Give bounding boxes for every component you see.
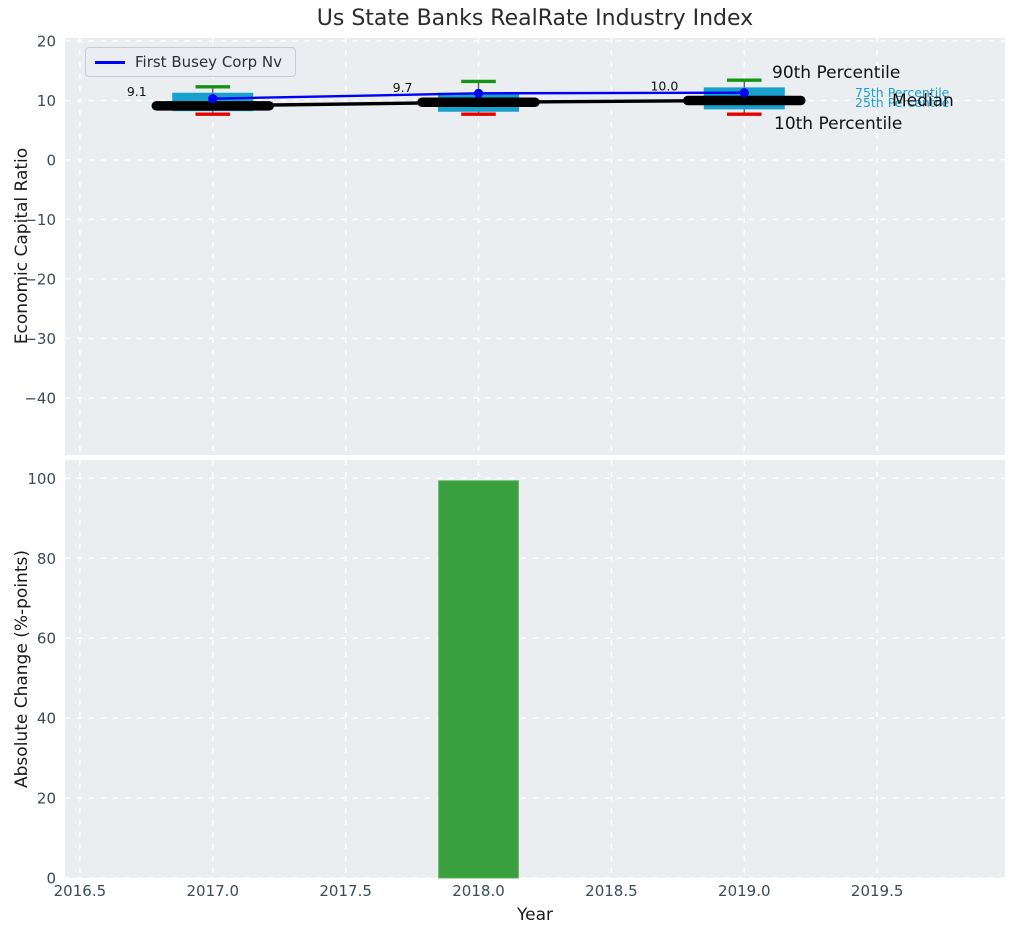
bar-canvas: 0 20 40 60 80 100 2016.5 2017.0 2017.5 2018.0 2018… [27,460,1005,900]
y-tick-label: 0 [46,151,56,169]
y-tick-label: −20 [24,270,56,288]
x-tick-label: 2018.0 [452,882,505,900]
median-value-label: 10.0 [650,78,678,93]
y-tick-label: 20 [37,32,56,50]
x-tick-label: 2019.0 [718,882,771,900]
y-tick-label: 20 [37,790,56,808]
median-value-label: 9.1 [127,84,147,99]
annotation-p75: 75th Percentile [855,85,950,100]
x-tick-label: 2016.5 [54,882,107,900]
annotation-p90: 90th Percentile [772,63,900,83]
y-tick-label: −30 [24,330,56,348]
top-y-axis-label: Economic Capital Ratio [12,147,32,345]
bottom-axes: 0 20 40 60 80 100 2016.5 2017.0 2017.5 2018.0 2018… [27,460,1005,900]
annotation-median: Median [892,91,954,111]
y-tick-label: 100 [27,470,56,488]
x-axis-label: Year [517,905,553,925]
company-marker [739,88,749,98]
top-axes: 20 10 0 −10 −20 −30 −40 9.1 9.7 10.0 90th Percenti… [24,32,1005,455]
median-value-label: 9.7 [393,80,413,95]
legend-label: First Busey Corp Nv [135,53,283,71]
legend: First Busey Corp Nv [85,47,297,77]
y-tick-label: 40 [37,710,56,728]
x-tick-label: 2017.0 [187,882,240,900]
y-tick-label: −10 [24,211,56,229]
x-tick-label: 2017.5 [319,882,372,900]
y-tick-label: 80 [37,550,56,568]
annotation-p10: 10th Percentile [774,114,902,134]
y-tick-label: 0 [46,870,56,888]
y-tick-label: 60 [37,630,56,648]
boxplot-canvas: 20 10 0 −10 −20 −30 −40 9.1 9.7 10.0 90th Percenti… [24,32,1005,455]
y-tick-label: −40 [24,389,56,407]
x-tick-label: 2018.5 [585,882,638,900]
chart-title: Us State Banks RealRate Industry Index [316,6,754,31]
legend-line-icon [95,60,125,64]
company-marker [473,88,484,98]
company-marker [208,94,218,104]
annotation-p25: 25th Percentile [855,95,950,110]
y-tick-label: 10 [37,92,56,110]
change-bar [438,480,519,879]
bottom-y-axis-label: Absolute Change (%-points) [12,550,32,788]
x-tick-label: 2019.5 [851,882,904,900]
